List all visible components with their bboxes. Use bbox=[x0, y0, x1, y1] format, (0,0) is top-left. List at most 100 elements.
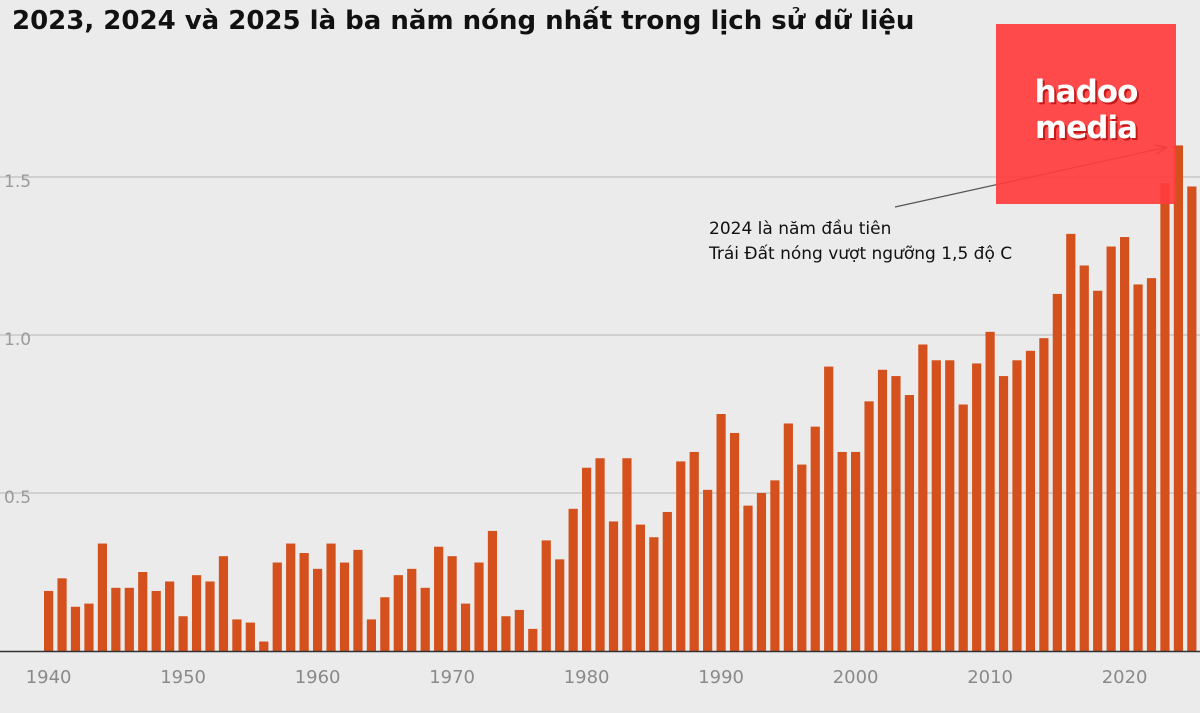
bar-1985 bbox=[649, 537, 659, 651]
bar-2025 bbox=[1187, 186, 1197, 652]
bar-1991 bbox=[729, 432, 740, 651]
bar-2014 bbox=[1039, 338, 1049, 651]
bar-2018 bbox=[1093, 290, 1103, 651]
bar-2003 bbox=[891, 376, 901, 651]
logo-text-line-2: media bbox=[1034, 110, 1138, 146]
bar-1998 bbox=[824, 366, 834, 651]
bar-1993 bbox=[756, 493, 767, 651]
bar-2004 bbox=[904, 395, 914, 651]
x-tick-label: 1960 bbox=[295, 667, 341, 688]
bar-1967 bbox=[407, 568, 417, 651]
bar-1992 bbox=[743, 505, 753, 651]
bar-1971 bbox=[460, 603, 471, 651]
bar-2001 bbox=[864, 401, 874, 651]
bar-1966 bbox=[393, 575, 403, 651]
hadoo-media-logo: hadoo media bbox=[996, 24, 1176, 204]
x-tick-label: 2020 bbox=[1102, 667, 1148, 688]
bar-1980 bbox=[582, 467, 592, 651]
bar-1987 bbox=[676, 461, 686, 651]
bar-1946 bbox=[124, 587, 134, 651]
annotation: 2024 là năm đầu tiên Trái Đất nóng vượt … bbox=[708, 147, 1166, 264]
bar-2019 bbox=[1106, 246, 1116, 651]
bar-2010 bbox=[985, 331, 995, 651]
x-tick-label: 1990 bbox=[698, 667, 744, 688]
bar-2023 bbox=[1160, 183, 1170, 651]
bar-1970 bbox=[447, 556, 457, 651]
bar-1959 bbox=[299, 553, 309, 651]
bar-2013 bbox=[1025, 350, 1036, 651]
bar-1975 bbox=[514, 609, 524, 651]
bars bbox=[44, 145, 1197, 652]
bar-1941 bbox=[57, 578, 67, 651]
annotation-line-2: Trái Đất nóng vượt ngưỡng 1,5 độ C bbox=[708, 243, 1012, 264]
bar-1953 bbox=[218, 556, 229, 651]
bar-1972 bbox=[474, 562, 484, 651]
x-tick-label: 1970 bbox=[429, 667, 475, 688]
bar-2007 bbox=[945, 360, 955, 651]
bar-1952 bbox=[205, 581, 215, 651]
bar-1944 bbox=[97, 543, 107, 651]
bar-1979 bbox=[568, 508, 578, 651]
bar-1977 bbox=[541, 540, 551, 651]
bar-1951 bbox=[191, 575, 202, 651]
annotation-line-1: 2024 là năm đầu tiên bbox=[709, 218, 891, 239]
bar-1956 bbox=[259, 641, 269, 651]
y-tick-label: 0.5 bbox=[4, 488, 31, 508]
bar-1974 bbox=[501, 616, 511, 651]
x-tick-label: 2010 bbox=[967, 667, 1013, 688]
bar-1965 bbox=[380, 597, 390, 651]
bar-1984 bbox=[635, 524, 645, 651]
bar-2022 bbox=[1146, 278, 1157, 651]
bar-2005 bbox=[918, 344, 928, 651]
bar-1954 bbox=[232, 619, 242, 651]
bar-1995 bbox=[783, 423, 793, 651]
y-tick-label: 1.5 bbox=[4, 172, 31, 192]
bar-1976 bbox=[528, 628, 538, 651]
bar-2008 bbox=[958, 404, 968, 651]
bar-2021 bbox=[1133, 284, 1143, 651]
x-tick-label: 1980 bbox=[564, 667, 610, 688]
x-tick-label: 1940 bbox=[26, 667, 72, 688]
bar-2017 bbox=[1079, 265, 1089, 651]
bar-1982 bbox=[608, 521, 619, 651]
bar-1960 bbox=[313, 568, 323, 651]
bar-1955 bbox=[245, 622, 255, 651]
bar-2006 bbox=[931, 360, 941, 651]
bar-2000 bbox=[851, 451, 861, 651]
bar-1948 bbox=[151, 590, 161, 651]
bar-1957 bbox=[272, 562, 282, 651]
bar-1983 bbox=[622, 458, 632, 651]
bar-1942 bbox=[70, 606, 81, 651]
y-tick-label: 1.0 bbox=[4, 330, 31, 350]
x-tick-label: 1950 bbox=[160, 667, 206, 688]
bar-1989 bbox=[703, 489, 713, 651]
bar-1943 bbox=[84, 603, 94, 651]
bar-2011 bbox=[998, 376, 1009, 651]
bar-2002 bbox=[877, 369, 888, 651]
bar-2015 bbox=[1052, 293, 1062, 651]
bar-1961 bbox=[326, 543, 336, 651]
bar-2016 bbox=[1066, 233, 1076, 651]
bar-2024 bbox=[1173, 145, 1183, 651]
bar-2012 bbox=[1012, 360, 1022, 651]
chart-title: 2023, 2024 và 2025 là ba năm nóng nhất t… bbox=[12, 6, 915, 36]
bar-1958 bbox=[286, 543, 296, 651]
bar-1986 bbox=[662, 511, 672, 651]
logo-text-line-1: hadoo bbox=[1034, 74, 1139, 110]
bar-2009 bbox=[972, 363, 982, 651]
bar-1978 bbox=[555, 559, 565, 651]
bar-1994 bbox=[770, 480, 780, 651]
bar-1973 bbox=[487, 530, 498, 651]
grid-lines: 0.5 1.0 1.5 bbox=[0, 172, 1200, 508]
x-tick-label: 2000 bbox=[833, 667, 879, 688]
bar-1947 bbox=[138, 572, 148, 651]
bar-1963 bbox=[353, 549, 363, 651]
bar-1981 bbox=[595, 458, 605, 651]
bar-2020 bbox=[1120, 237, 1130, 652]
axes: 1940 1950 1960 1970 1980 1990 2000 2010 2020 bbox=[0, 650, 1200, 688]
bar-1962 bbox=[339, 562, 350, 651]
bar-1964 bbox=[366, 619, 376, 651]
bar-1968 bbox=[420, 587, 430, 651]
bar-1997 bbox=[810, 426, 820, 651]
